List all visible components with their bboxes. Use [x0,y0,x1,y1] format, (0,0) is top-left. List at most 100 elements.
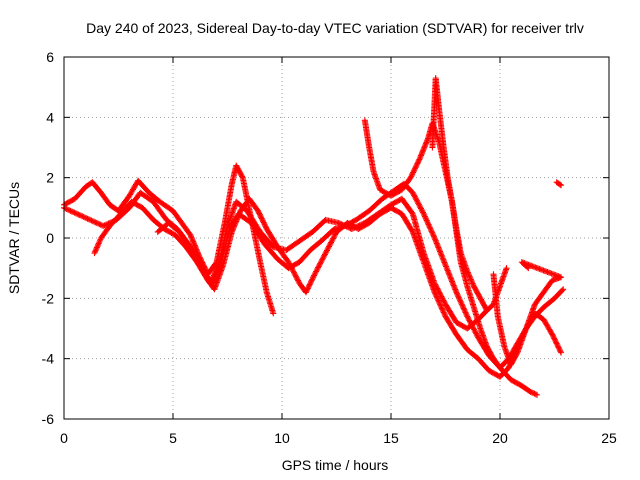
data-point [458,301,465,308]
data-point [309,275,316,282]
data-point [95,241,102,248]
data-point [437,302,444,309]
data-point [64,206,71,213]
y-tick-label: -2 [42,290,55,306]
data-point [410,168,417,175]
data-point [471,326,478,333]
data-point [318,258,325,265]
data-point [190,249,197,256]
data-point [457,297,464,304]
data-point [317,260,324,267]
data-point [80,213,87,220]
data-point [92,248,99,255]
data-point [74,210,81,217]
data-point [62,205,69,212]
data-point [472,329,479,336]
data-point [412,195,419,202]
x-axis-label: GPS time / hours [282,457,389,473]
data-point [96,237,103,244]
data-point [310,273,317,280]
data-point [440,308,447,315]
data-point [258,214,265,221]
data-point [87,216,94,223]
data-point [552,337,559,344]
data-point [303,288,310,295]
data-point [316,261,323,268]
data-point [463,310,470,317]
data-point [413,163,420,170]
data-point [409,227,416,234]
data-point [422,214,429,221]
data-point [259,216,266,223]
data-point [312,269,319,276]
data-point [89,218,96,225]
data-point [198,264,205,271]
x-tick-label: 15 [383,430,399,446]
data-point [63,206,70,213]
data-point [323,247,330,254]
data-point [194,256,201,263]
data-point [321,251,328,258]
data-point [459,302,466,309]
data-point [93,219,100,226]
data-point [455,293,462,300]
data-point [428,228,435,235]
data-point [291,271,298,278]
data-point [84,215,91,222]
data-point [295,277,302,284]
data-point [469,322,476,329]
series-track-5 [361,117,565,371]
data-point [438,305,445,312]
series-track-4 [154,180,541,398]
data-point [465,316,472,323]
data-point [532,391,539,398]
data-point [321,252,328,259]
data-point [409,189,416,196]
data-point [467,275,474,282]
data-point [424,218,431,225]
data-point [469,280,476,287]
data-point [255,207,262,214]
data-point [426,224,433,231]
data-point [190,248,197,255]
data-point [461,308,468,315]
data-point [96,239,103,246]
data-point [257,213,264,220]
x-tick-label: 0 [60,430,68,446]
data-point [411,193,418,200]
data-point [467,318,474,325]
data-point [70,209,77,216]
data-point [91,250,98,257]
data-point [557,348,564,355]
data-point [329,236,336,243]
data-point [556,181,563,188]
data-point [553,340,560,347]
series-track-1 [61,162,277,317]
data-point [95,220,102,227]
data-point [441,298,448,305]
data-point [439,306,446,313]
data-point [306,281,313,288]
data-point [68,208,75,215]
data-point [79,213,86,220]
data-point [319,255,326,262]
data-point [453,289,460,296]
data-point [550,334,557,341]
data-point [260,219,267,226]
data-point [524,264,531,271]
data-point [93,245,100,252]
data-point [462,309,469,316]
data-point [408,173,415,180]
data-point [454,290,461,297]
data-point [559,287,566,294]
data-point [293,274,300,281]
data-point [309,276,316,283]
data-point [292,272,299,279]
data-point [466,273,473,280]
data-point [315,264,322,271]
data-point [311,271,318,278]
data-point [293,273,300,280]
data-point [455,294,462,301]
data-point [431,289,438,296]
